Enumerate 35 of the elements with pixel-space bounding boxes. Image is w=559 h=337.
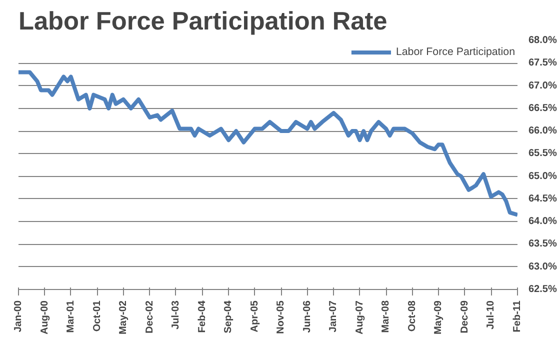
x-tick-label: Oct-08 [406, 300, 418, 332]
x-tick-label: Apr-05 [249, 300, 260, 332]
chart-title: Labor Force Participation Rate [18, 8, 388, 36]
x-tick-label: Jul-03 [170, 300, 182, 330]
x-tick-label: May-09 [433, 300, 444, 334]
y-tick-label: 68.0% [528, 35, 557, 46]
x-tick-label: Mar-01 [65, 300, 76, 333]
x-tick-label: Dec-09 [459, 300, 470, 334]
x-tick-label: May-02 [118, 300, 129, 334]
line-series [18, 70, 518, 217]
y-tick-label: 63.5% [528, 238, 557, 250]
y-tick-label: 67.5% [528, 58, 557, 69]
x-tick-label: Jan-00 [13, 300, 24, 332]
x-tick-label: Dec-02 [144, 300, 156, 334]
legend-label: Labor Force Participation [396, 46, 515, 58]
x-tick-label: Feb-04 [196, 300, 208, 333]
x-tick-label: Jul-10 [486, 300, 497, 330]
x-tick-label: Jan-07 [328, 300, 340, 332]
y-tick-label: 65.5% [528, 148, 557, 160]
x-tick-label: Aug-07 [354, 300, 366, 334]
x-tick-label: Jun-06 [302, 300, 313, 333]
x-tick-label: Feb-11 [512, 300, 523, 332]
y-tick-label: 62.5% [528, 284, 557, 295]
x-tick-label: Oct-01 [92, 300, 103, 332]
x-tick-label: Nov-05 [276, 300, 287, 334]
y-tick-label: 67.0% [528, 80, 557, 92]
y-tick-label: 66.5% [528, 102, 557, 114]
y-tick-label: 64.5% [528, 193, 557, 204]
y-tick-label: 64.0% [528, 216, 557, 228]
y-tick-label: 65.0% [528, 170, 557, 182]
x-tick-label: Aug-00 [39, 300, 50, 334]
x-tick-label: Sep-04 [223, 300, 234, 334]
x-tick-label: Mar-08 [380, 300, 392, 333]
y-tick-label: 66.0% [528, 126, 557, 137]
y-tick-label: 63.0% [528, 261, 557, 272]
